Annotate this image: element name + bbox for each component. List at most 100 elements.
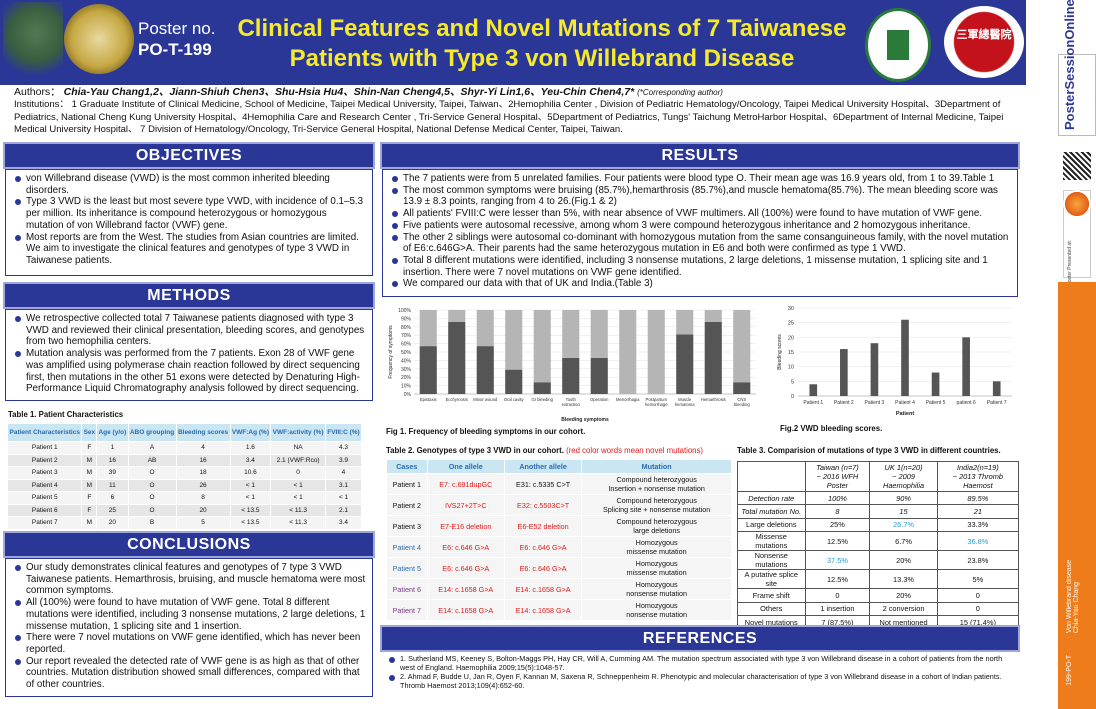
fig1-bar	[647, 310, 665, 394]
table1-cell: O	[127, 466, 177, 480]
fig2-x-tick: Patient 5	[926, 400, 946, 406]
table1-cell: O	[127, 503, 177, 517]
fig1-bar	[590, 310, 608, 358]
table1-row: Patient 7 M 20 B 5 < 13.5 < 11.3 3.4	[6, 516, 363, 530]
fig1-x-tick: Ecchymosis	[446, 397, 468, 402]
table1-cell: < 1	[229, 491, 272, 505]
table1-header-cell: Patient Characteristics	[6, 423, 83, 442]
table2-cell: E14: c.1658 G>A	[426, 578, 505, 600]
fig1-x-tick: Operation	[590, 397, 609, 402]
table3-row: Others 1 insertion 2 conversion 0	[737, 601, 1020, 616]
table2-cell: E14: c.1658 G>A	[426, 599, 505, 621]
table3-header-cell	[737, 461, 806, 492]
fig2-bar	[992, 381, 1001, 396]
table2-row: Patient 7 E14: c.1658 G>A E14: c.1658 G>A H…	[386, 599, 732, 621]
table3-row-label: Detection rate	[737, 490, 806, 506]
presented-at-label: Poster Presented at:	[1067, 240, 1073, 286]
fig1-bar	[590, 357, 608, 394]
table1-header-cell: Age (y/o)	[96, 423, 129, 442]
table1-cell: 39	[96, 466, 129, 480]
fig1-bar	[619, 310, 637, 394]
table3-header-cell: Taiwan (n=7) ~ 2016 WFH Poster	[804, 461, 871, 492]
table1-cell: < 1	[229, 478, 272, 492]
poster-session-online-logo[interactable]	[1058, 54, 1096, 136]
table2-cell: E14: c.1658 G>A	[503, 578, 583, 600]
result-item: Five patients were autosomal recessive, …	[391, 220, 1011, 232]
fig2-bar	[809, 384, 818, 396]
tsgh-hospital-logo	[944, 6, 1024, 78]
fig2-x-tick: Patient 7	[987, 400, 1007, 406]
table1-cell: M	[81, 466, 98, 480]
table1-cell: 25	[96, 503, 129, 517]
table1-cell: 20	[175, 503, 231, 517]
authors-line: Authors： Chia-Yau Chang1,2、Jiann-Shiuh C…	[14, 86, 1024, 99]
table2-cell: Patient 7	[386, 599, 428, 621]
qr-code-icon[interactable]	[1063, 152, 1091, 180]
tmu-cross-icon	[887, 30, 909, 60]
table1-cell: 26	[175, 478, 231, 492]
reference-item: 1. Sutherland MS, Keeney S, Bolton-Maggs…	[388, 654, 1014, 672]
fig1-bar	[533, 382, 551, 394]
fig2-x-tick: Patient 4	[895, 400, 915, 406]
sidebar-author-text: Chia-Yau Chang	[1073, 581, 1080, 634]
table3-row: Missense mutations 12.5% 6.7% 36.8%	[737, 531, 1020, 552]
table1-cell: M	[81, 453, 98, 467]
table1-cell: O	[127, 491, 177, 505]
table1-cell: 18	[175, 466, 231, 480]
table3-cell: 26.7%	[869, 517, 938, 533]
table2-row: Patient 3 E7-E16 deletion E6-E52 deletion C…	[386, 515, 732, 537]
fig2-y-tick: 0	[791, 394, 794, 400]
objectives-heading: OBJECTIVES	[3, 142, 375, 169]
fig1-x-tick: Muscle	[678, 397, 692, 402]
fig2-x-tick: patient 6	[957, 400, 976, 406]
table1-cell: 4.3	[324, 441, 363, 455]
objective-item: Most reports are from the West. The stud…	[14, 232, 366, 267]
fig1-bar	[533, 310, 551, 383]
quality-seal-logo	[64, 4, 134, 74]
result-item: All patients' FVIII:C were lesser than 5…	[391, 208, 1011, 220]
fig1-y-tick: 40%	[401, 358, 412, 364]
table2-row: Patient 5 E6: c.646 G>A E6: c.646 G>A Homoz…	[386, 557, 732, 579]
table1-cell: 2.1 (VWF:Rco)	[270, 453, 326, 467]
table1-cell: Patient 5	[6, 491, 83, 505]
table2-row: Patient 6 E14: c.1658 G>A E14: c.1658 G>A H…	[386, 578, 732, 600]
table1-cell: 2.1	[324, 503, 363, 517]
table3-row-label: Missense mutations	[737, 531, 806, 552]
conclusion-item: Our report revealed the detected rate of…	[14, 656, 366, 691]
table2-cell: Compound heterozygous large deletions	[581, 515, 732, 537]
fig1-y-tick: 90%	[401, 316, 412, 322]
table1-row: Patient 5 F 6 O 8 < 1 < 1 < 1	[6, 491, 363, 505]
table2-row: Patient 1 E7: c.691dupGC E31: c.5335 C>T Co…	[386, 473, 732, 495]
table1-header-cell: ABO grouping	[127, 423, 177, 442]
table1-cell: Patient 6	[6, 503, 83, 517]
result-item: The other 2 siblings were autosomal co-d…	[391, 232, 1011, 255]
fig1-bar	[505, 369, 523, 394]
table2-header-cell: Cases	[386, 459, 428, 474]
fig1-bar	[476, 310, 494, 347]
fig2-caption: Fig.2 VWD bleeding scores.	[780, 424, 883, 433]
objective-item: von Willebrand disease (VWD) is the most…	[14, 173, 366, 196]
table2-cell: E7-E16 deletion	[426, 515, 505, 537]
fig1-y-tick: 10%	[401, 384, 412, 390]
fig2-x-tick: Patient 1	[803, 400, 823, 406]
sidebar-orange-band	[1058, 282, 1096, 709]
table2-header-cell: One allele	[426, 459, 505, 474]
table3-cell: 33.3%	[936, 517, 1020, 533]
fig2-y-tick: 30	[788, 306, 794, 312]
fig1-bar	[676, 334, 694, 394]
fig2-bar	[931, 372, 940, 396]
table2-caption-text: Table 2. Genotypes of type 3 VWD in our …	[386, 446, 564, 455]
table2-cell: Compound heterozygous Splicing site + no…	[581, 494, 732, 516]
fig2-bar	[840, 349, 848, 396]
table2-cell: E6: c.646 G>A	[426, 557, 505, 579]
table1-row: Patient 3 M 39 O 18 10.6 0 4	[6, 466, 363, 480]
table2-cell: Homozygous missense mutation	[581, 557, 732, 579]
methods-list: We retrospective collected total 7 Taiwa…	[14, 313, 366, 395]
table3-cell: 23.8%	[936, 550, 1020, 571]
references-list: 1. Sutherland MS, Keeney S, Bolton-Maggs…	[388, 654, 1014, 690]
table1-header-row: Patient Characteristics Sex Age (y/o) ABO g…	[6, 423, 363, 442]
fig1-y-label: Frequency of symptoms	[388, 325, 394, 379]
table1-header-cell: VWF:Ag (%)	[229, 423, 272, 442]
table2-cell: E6: c.646 G>A	[426, 536, 505, 558]
table1-cell: < 11.3	[270, 516, 326, 530]
